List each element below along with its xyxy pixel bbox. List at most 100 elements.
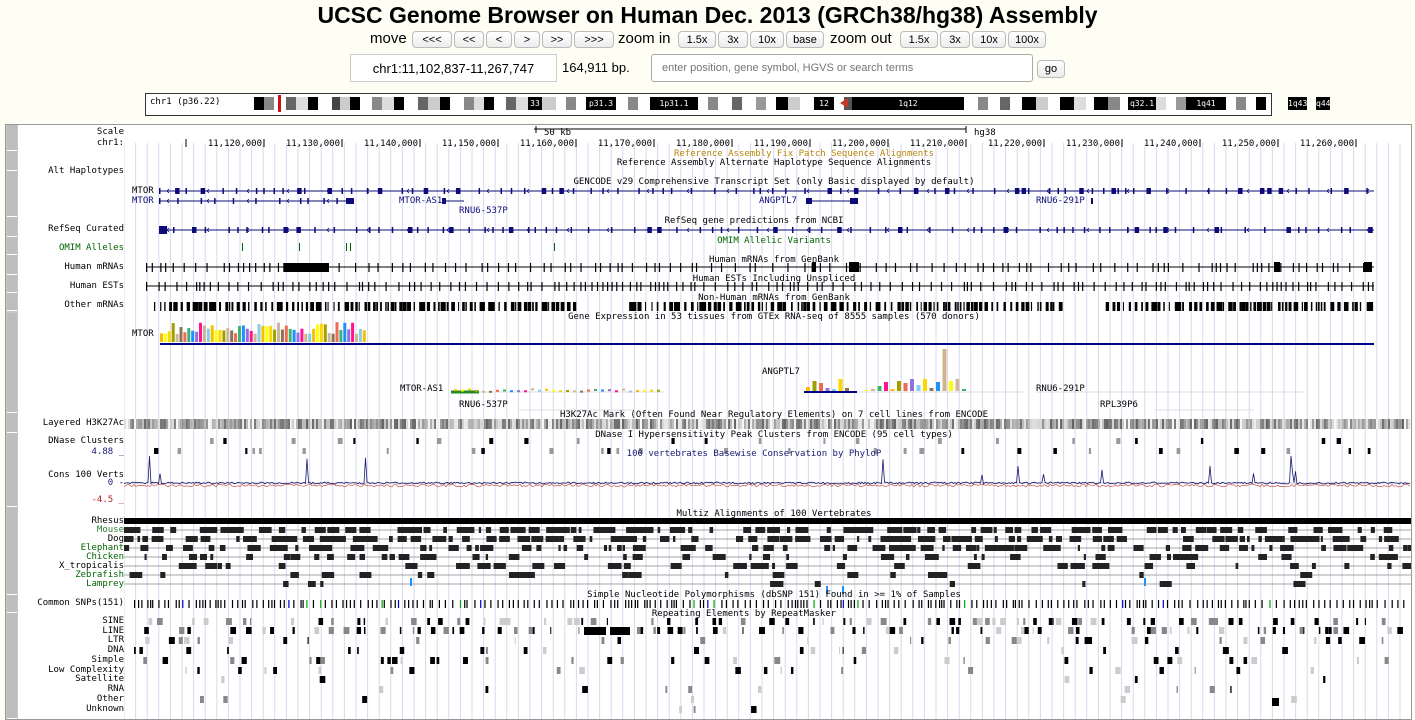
ideogram-band[interactable] xyxy=(576,97,586,110)
ideogram-band[interactable] xyxy=(246,97,254,110)
track-label[interactable]: Scale xyxy=(96,127,124,137)
ideogram-band[interactable] xyxy=(350,97,360,110)
ideogram-band[interactable] xyxy=(788,97,800,110)
ideogram-band[interactable]: 1q12 xyxy=(852,97,964,110)
gene-label-angptl7[interactable]: ANGPTL7 xyxy=(759,196,797,206)
ideogram-band[interactable] xyxy=(566,97,576,110)
ideogram-band[interactable] xyxy=(756,97,766,110)
track-label[interactable]: Alt Haplotypes xyxy=(48,166,124,176)
ideogram-band[interactable] xyxy=(732,97,742,110)
zoom-in-1.5x-button[interactable]: 1.5x xyxy=(678,31,716,48)
ideogram-band[interactable] xyxy=(296,97,308,110)
ideogram-band[interactable]: 1p31.1 xyxy=(650,97,698,110)
ideogram-band[interactable] xyxy=(1048,97,1060,110)
ideogram-band[interactable] xyxy=(1120,97,1128,110)
gtex-label-mtor-as1[interactable]: MTOR-AS1 xyxy=(400,384,443,394)
ideogram-band[interactable]: 1q41 xyxy=(1186,97,1226,110)
ideogram-band[interactable] xyxy=(1036,97,1048,110)
ideogram-band[interactable]: 12 xyxy=(814,97,834,110)
ideogram-band[interactable] xyxy=(484,97,494,110)
track-side-button[interactable] xyxy=(7,275,17,293)
move-slight-right-button[interactable]: > xyxy=(514,31,540,48)
track-label[interactable]: Simple xyxy=(91,655,124,665)
position-display[interactable]: chr1:11,102,837-11,267,747 xyxy=(350,54,557,82)
ideogram-band[interactable] xyxy=(450,97,464,110)
ideogram-band[interactable] xyxy=(1074,97,1086,110)
ideogram-band[interactable] xyxy=(516,97,528,110)
ideogram-band[interactable] xyxy=(1086,97,1094,110)
track-label[interactable]: LTR xyxy=(107,635,124,645)
track-label[interactable]: Common SNPs(151) xyxy=(37,598,124,608)
gtex-label-rnu6-537p[interactable]: RNU6-537P xyxy=(459,400,508,410)
ideogram-band[interactable] xyxy=(418,97,428,110)
zoom-out-3x-button[interactable]: 3x xyxy=(940,31,970,48)
zoom-in-3x-button[interactable]: 3x xyxy=(718,31,748,48)
track-side-button[interactable] xyxy=(7,613,17,719)
ideogram-band[interactable] xyxy=(742,97,756,110)
track-label[interactable]: RNA xyxy=(107,684,124,694)
ideogram-band[interactable] xyxy=(286,97,296,110)
ideogram-band[interactable] xyxy=(506,97,516,110)
go-button[interactable]: go xyxy=(1037,60,1065,78)
gene-label-mtor-as1[interactable]: MTOR-AS1 xyxy=(399,196,442,206)
move-slight-left-button[interactable]: < xyxy=(486,31,512,48)
track-side-button[interactable] xyxy=(7,595,17,613)
track-side-button[interactable] xyxy=(7,433,17,507)
ideogram-band[interactable] xyxy=(1176,97,1186,110)
ideogram-band[interactable] xyxy=(1156,97,1166,110)
track-label[interactable]: Layered H3K27Ac xyxy=(42,418,124,428)
track-side-button[interactable] xyxy=(7,217,17,237)
track-label[interactable]: Rhesus xyxy=(91,516,124,526)
ideogram-band[interactable] xyxy=(1000,97,1010,110)
track-label[interactable]: SINE xyxy=(102,616,124,626)
ideogram-band[interactable] xyxy=(372,97,382,110)
ideogram-band[interactable] xyxy=(616,97,628,110)
ideogram-band[interactable] xyxy=(1166,97,1176,110)
track-label[interactable]: chr1: xyxy=(96,138,124,148)
move-far-right-button[interactable]: >>> xyxy=(574,31,614,48)
track-label[interactable]: DNA xyxy=(107,645,124,655)
track-label[interactable]: X_tropicalis xyxy=(58,561,124,571)
ideogram-band[interactable] xyxy=(1236,97,1246,110)
ideogram-band[interactable] xyxy=(1094,97,1108,110)
ideogram-band[interactable] xyxy=(308,97,318,110)
gene-label-rnu6-537p[interactable]: RNU6-537P xyxy=(459,206,508,216)
search-input[interactable] xyxy=(651,54,1033,82)
track-label[interactable]: Zebrafish xyxy=(75,570,124,580)
ideogram-band[interactable] xyxy=(708,97,718,110)
track-label[interactable]: RefSeq Curated xyxy=(48,224,124,234)
ideogram-band[interactable] xyxy=(318,97,332,110)
track-label[interactable]: Lamprey xyxy=(86,579,124,589)
ideogram-band[interactable] xyxy=(1060,97,1074,110)
zoom-out-1.5x-button[interactable]: 1.5x xyxy=(900,31,938,48)
ideogram-band[interactable] xyxy=(1022,97,1036,110)
ideogram-band[interactable] xyxy=(844,97,852,110)
gene-label-rnu6-291p[interactable]: RNU6-291P xyxy=(1036,196,1085,206)
track-label[interactable]: LINE xyxy=(102,626,124,636)
track-image-svg[interactable]: 11,120,000 11,130,000 11,140,000 11,150,000… xyxy=(124,125,1411,719)
ideogram-band[interactable] xyxy=(766,97,776,110)
ideogram-band[interactable] xyxy=(394,97,404,110)
ideogram-band[interactable] xyxy=(800,97,814,110)
ideogram-band[interactable] xyxy=(254,97,264,110)
ideogram-band[interactable] xyxy=(628,97,638,110)
ideogram-band[interactable] xyxy=(964,97,978,110)
ideogram-band[interactable]: q32.1 xyxy=(1128,97,1156,110)
ideogram-band[interactable] xyxy=(494,97,506,110)
ideogram-band[interactable]: 33 xyxy=(528,97,542,110)
track-label[interactable]: Satellite xyxy=(75,674,124,684)
ideogram-band[interactable] xyxy=(404,97,418,110)
track-label[interactable]: -4.5 _ xyxy=(91,495,124,505)
ideogram-band[interactable] xyxy=(1010,97,1022,110)
track-side-buttons[interactable] xyxy=(6,125,18,719)
ideogram-band[interactable] xyxy=(1108,97,1120,110)
gtex-label-rpl39p6[interactable]: RPL39P6 xyxy=(1100,400,1138,410)
gtex-label-mtor[interactable]: MTOR xyxy=(132,329,154,339)
ideogram-band[interactable] xyxy=(440,97,450,110)
track-label[interactable]: Elephant xyxy=(80,543,124,553)
ideogram-band[interactable] xyxy=(542,97,556,110)
track-side-button[interactable] xyxy=(7,507,17,595)
ideogram-band[interactable] xyxy=(698,97,708,110)
ideogram-band[interactable] xyxy=(428,97,440,110)
ideogram-band[interactable] xyxy=(382,97,394,110)
